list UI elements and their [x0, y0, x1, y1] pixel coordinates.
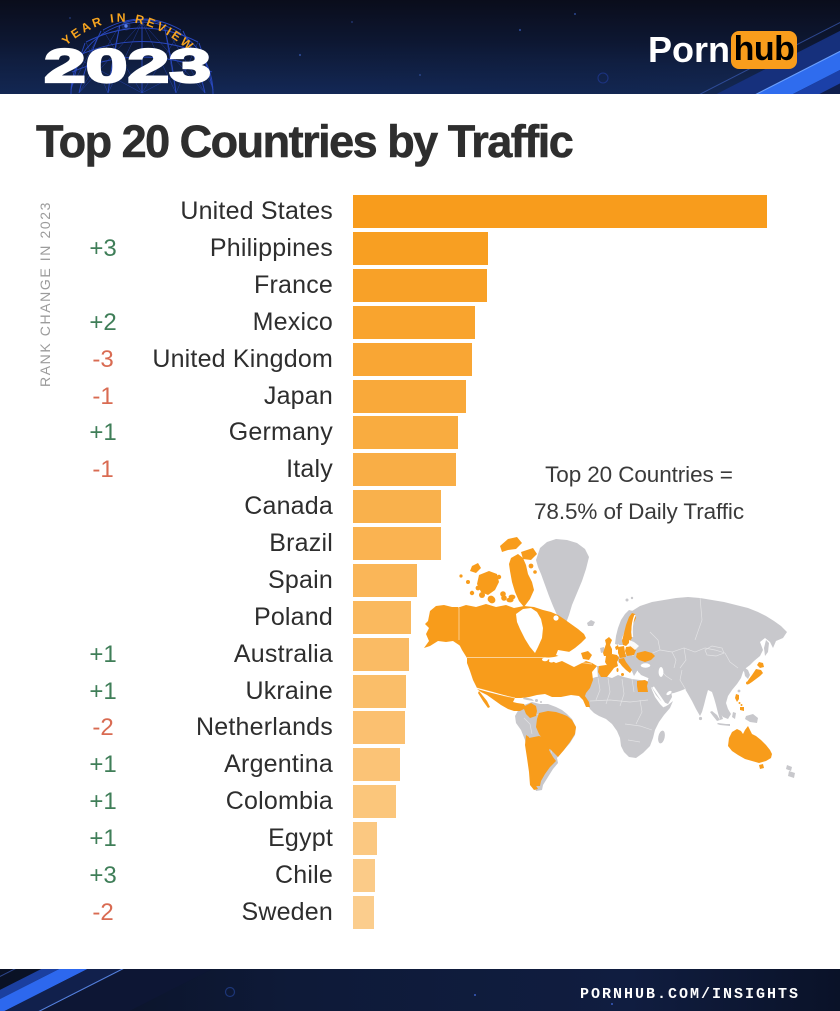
svg-text:2023: 2023 — [44, 39, 211, 92]
